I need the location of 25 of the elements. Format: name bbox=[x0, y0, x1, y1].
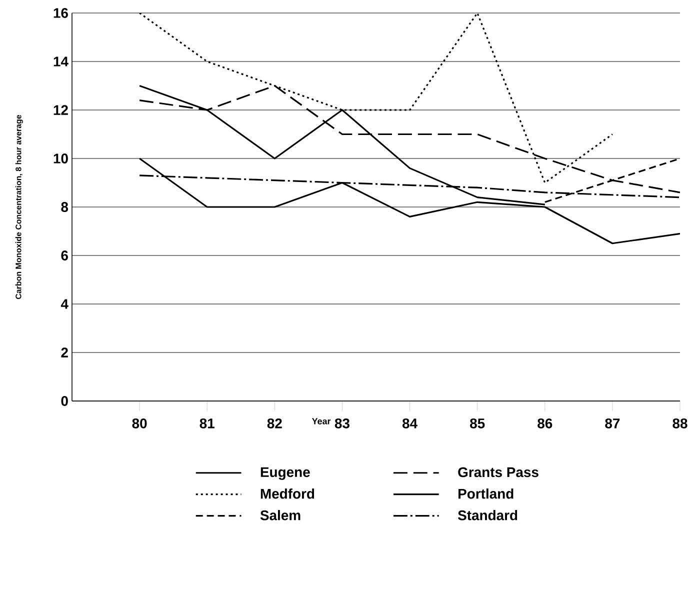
x-tick-label: 81 bbox=[200, 418, 214, 428]
x-tick-label: 85 bbox=[470, 418, 485, 428]
x-tick-label: 80 bbox=[132, 418, 147, 428]
y-tick-label: 8 bbox=[61, 202, 68, 212]
y-tick-label: 0 bbox=[61, 396, 68, 406]
x-tick-label: 82 bbox=[267, 418, 282, 428]
legend-label: Eugene bbox=[260, 467, 310, 480]
x-tick-label: 84 bbox=[402, 418, 418, 428]
legend-label: Salem bbox=[260, 510, 300, 520]
x-axis-title: Year bbox=[312, 418, 331, 424]
y-tick-label: 4 bbox=[60, 299, 68, 309]
y-tick-label: 14 bbox=[54, 56, 68, 66]
x-tick-label: 88 bbox=[672, 418, 688, 428]
legend-label: Standard bbox=[458, 510, 518, 520]
legend-label: Portland bbox=[458, 488, 514, 499]
y-tick-label: 12 bbox=[54, 105, 68, 115]
y-tick-label: 6 bbox=[61, 250, 68, 260]
x-tick-label: 87 bbox=[605, 418, 620, 428]
legend-label: Grants Pass bbox=[458, 467, 538, 478]
y-tick-label: 16 bbox=[54, 8, 68, 18]
x-tick-label: 83 bbox=[334, 418, 350, 428]
x-tick-label: 86 bbox=[538, 418, 552, 428]
y-tick-label: 2 bbox=[61, 348, 68, 358]
y-tick-label: 10 bbox=[54, 154, 68, 164]
legend-label: Medford bbox=[260, 488, 314, 499]
